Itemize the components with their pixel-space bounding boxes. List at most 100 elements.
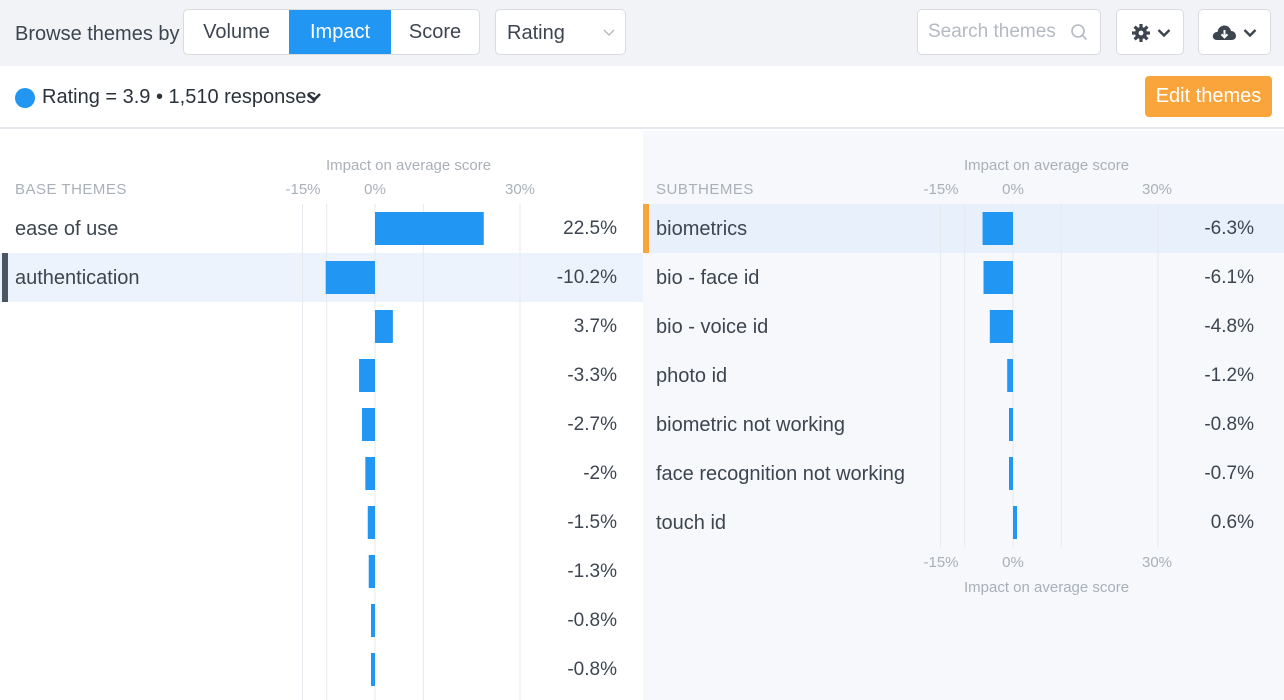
base-tick-label: 30%	[504, 181, 536, 198]
base-theme-row[interactable]: authentication -10.2%	[0, 253, 643, 302]
chevron-down-icon	[1157, 29, 1171, 38]
chevron-down-icon[interactable]	[306, 90, 322, 104]
base-theme-row[interactable]: -1.3%	[0, 547, 643, 596]
rating-summary[interactable]: Rating = 3.9 • 1,510 responses	[42, 86, 317, 108]
subtheme-row[interactable]: bio - face id -6.1%	[643, 253, 1284, 302]
browse-label: Browse themes by	[15, 23, 180, 45]
sub-bottom-axis-title: Impact on average score	[964, 579, 1130, 596]
summary-row	[0, 66, 1284, 129]
cloud-download-icon	[1212, 25, 1236, 40]
mode-score-button[interactable]: Score	[408, 20, 462, 43]
mode-impact-button[interactable]: Impact	[289, 10, 391, 54]
edit-themes-button[interactable]: Edit themes	[1145, 76, 1272, 117]
base-impact-chart	[302, 204, 521, 700]
chevron-down-icon	[603, 29, 615, 36]
mode-volume-button[interactable]: Volume	[203, 20, 270, 43]
subthemes-heading: SUBTHEMES	[656, 181, 754, 198]
base-impact-bar[interactable]	[371, 653, 375, 686]
base-theme-row[interactable]: -0.8%	[0, 596, 643, 645]
subtheme-impact-bar[interactable]	[982, 212, 1013, 245]
base-impact-bar[interactable]	[361, 408, 375, 441]
search-icon[interactable]	[1070, 23, 1088, 41]
sub-bottom-tick-label: 30%	[1141, 554, 1173, 571]
sub-tick-label: -15%	[923, 181, 959, 198]
base-impact-bar[interactable]	[325, 261, 375, 294]
subtheme-label: biometrics	[656, 218, 748, 240]
subtheme-label: bio - face id	[656, 267, 760, 289]
base-impact-bar[interactable]	[375, 310, 393, 343]
subtheme-impact-bar[interactable]	[1007, 359, 1013, 392]
base-impact-bar[interactable]	[375, 212, 484, 245]
sub-bottom-tick-label: 0%	[1002, 554, 1024, 571]
base-theme-value: -2.7%	[567, 414, 617, 435]
base-theme-label: authentication	[15, 267, 140, 289]
selection-indicator	[2, 253, 8, 302]
search-input[interactable]	[928, 10, 1068, 54]
base-impact-bar[interactable]	[359, 359, 375, 392]
metric-select-value: Rating	[507, 22, 565, 44]
subtheme-impact-bar[interactable]	[1013, 506, 1017, 539]
toolbar: Browse themes by Volume Impact Score Rat…	[0, 0, 1284, 66]
base-theme-label: ease of use	[15, 218, 119, 240]
base-theme-value: -1.3%	[567, 561, 617, 582]
subtheme-row[interactable]: face recognition not working -0.7%	[643, 449, 1284, 498]
base-theme-row[interactable]: -1.5%	[0, 498, 643, 547]
subtheme-row[interactable]: touch id 0.6%	[643, 498, 1284, 547]
subtheme-label: bio - voice id	[656, 316, 769, 338]
base-impact-bar[interactable]	[367, 506, 375, 539]
base-themes-heading: BASE THEMES	[15, 181, 127, 198]
subtheme-row[interactable]: biometric not working -0.8%	[643, 400, 1284, 449]
subtheme-label: touch id	[656, 512, 727, 534]
subtheme-row[interactable]: biometrics -6.3%	[643, 204, 1284, 253]
subtheme-value: 0.6%	[1210, 512, 1254, 533]
search-box	[917, 9, 1101, 55]
sub-tick-label: 0%	[1002, 181, 1024, 198]
subtheme-impact-bar[interactable]	[1009, 457, 1013, 490]
base-theme-row[interactable]: -3.3%	[0, 351, 643, 400]
base-impact-bar[interactable]	[368, 555, 375, 588]
subtheme-value: -6.1%	[1204, 267, 1254, 288]
base-theme-value: -3.3%	[567, 365, 617, 386]
metric-select[interactable]: Rating	[495, 9, 626, 55]
sub-bottom-tick-label: -15%	[923, 554, 959, 571]
base-theme-value: -0.8%	[567, 659, 617, 680]
base-theme-row[interactable]: -0.8%	[0, 645, 643, 694]
rating-dot	[15, 88, 35, 108]
base-axis-title: Impact on average score	[326, 157, 492, 174]
base-tick-label: 0%	[364, 181, 386, 198]
base-impact-bar[interactable]	[371, 604, 375, 637]
subtheme-row[interactable]: photo id -1.2%	[643, 351, 1284, 400]
subtheme-value: -1.2%	[1204, 365, 1254, 386]
subtheme-impact-bar[interactable]	[983, 261, 1013, 294]
chevron-down-icon	[1243, 29, 1257, 38]
base-tick-label: -15%	[285, 181, 321, 198]
base-theme-row[interactable]: -2.7%	[0, 400, 643, 449]
selection-indicator	[643, 204, 649, 253]
subtheme-impact-bar[interactable]	[989, 310, 1013, 343]
subtheme-value: -4.8%	[1204, 316, 1254, 337]
mode-switch: Volume Impact Score	[183, 9, 480, 55]
base-theme-row[interactable]: 3.7%	[0, 302, 643, 351]
subtheme-value: -0.8%	[1204, 414, 1254, 435]
subtheme-impact-bar[interactable]	[1009, 408, 1013, 441]
subtheme-label: face recognition not working	[656, 463, 906, 485]
gear-icon	[1132, 24, 1150, 42]
subtheme-impact-chart	[940, 204, 1159, 547]
sub-tick-label: 30%	[1141, 181, 1173, 198]
base-theme-value: 3.7%	[573, 316, 617, 337]
sub-axis-title: Impact on average score	[964, 157, 1130, 174]
base-theme-value: -1.5%	[567, 512, 617, 533]
subtheme-value: -6.3%	[1204, 218, 1254, 239]
base-theme-row[interactable]: ease of use 22.5%	[0, 204, 643, 253]
download-menu-button[interactable]	[1198, 9, 1271, 55]
settings-menu-button[interactable]	[1116, 9, 1184, 55]
base-theme-value: -2%	[583, 463, 617, 484]
base-theme-value: 22.5%	[563, 218, 617, 239]
base-theme-value: -10.2%	[556, 267, 617, 288]
base-impact-bar[interactable]	[365, 457, 375, 490]
subtheme-row[interactable]: bio - voice id -4.8%	[643, 302, 1284, 351]
subtheme-label: photo id	[656, 365, 728, 387]
base-theme-row[interactable]: -2%	[0, 449, 643, 498]
subtheme-value: -0.7%	[1204, 463, 1254, 484]
subtheme-label: biometric not working	[656, 414, 845, 436]
